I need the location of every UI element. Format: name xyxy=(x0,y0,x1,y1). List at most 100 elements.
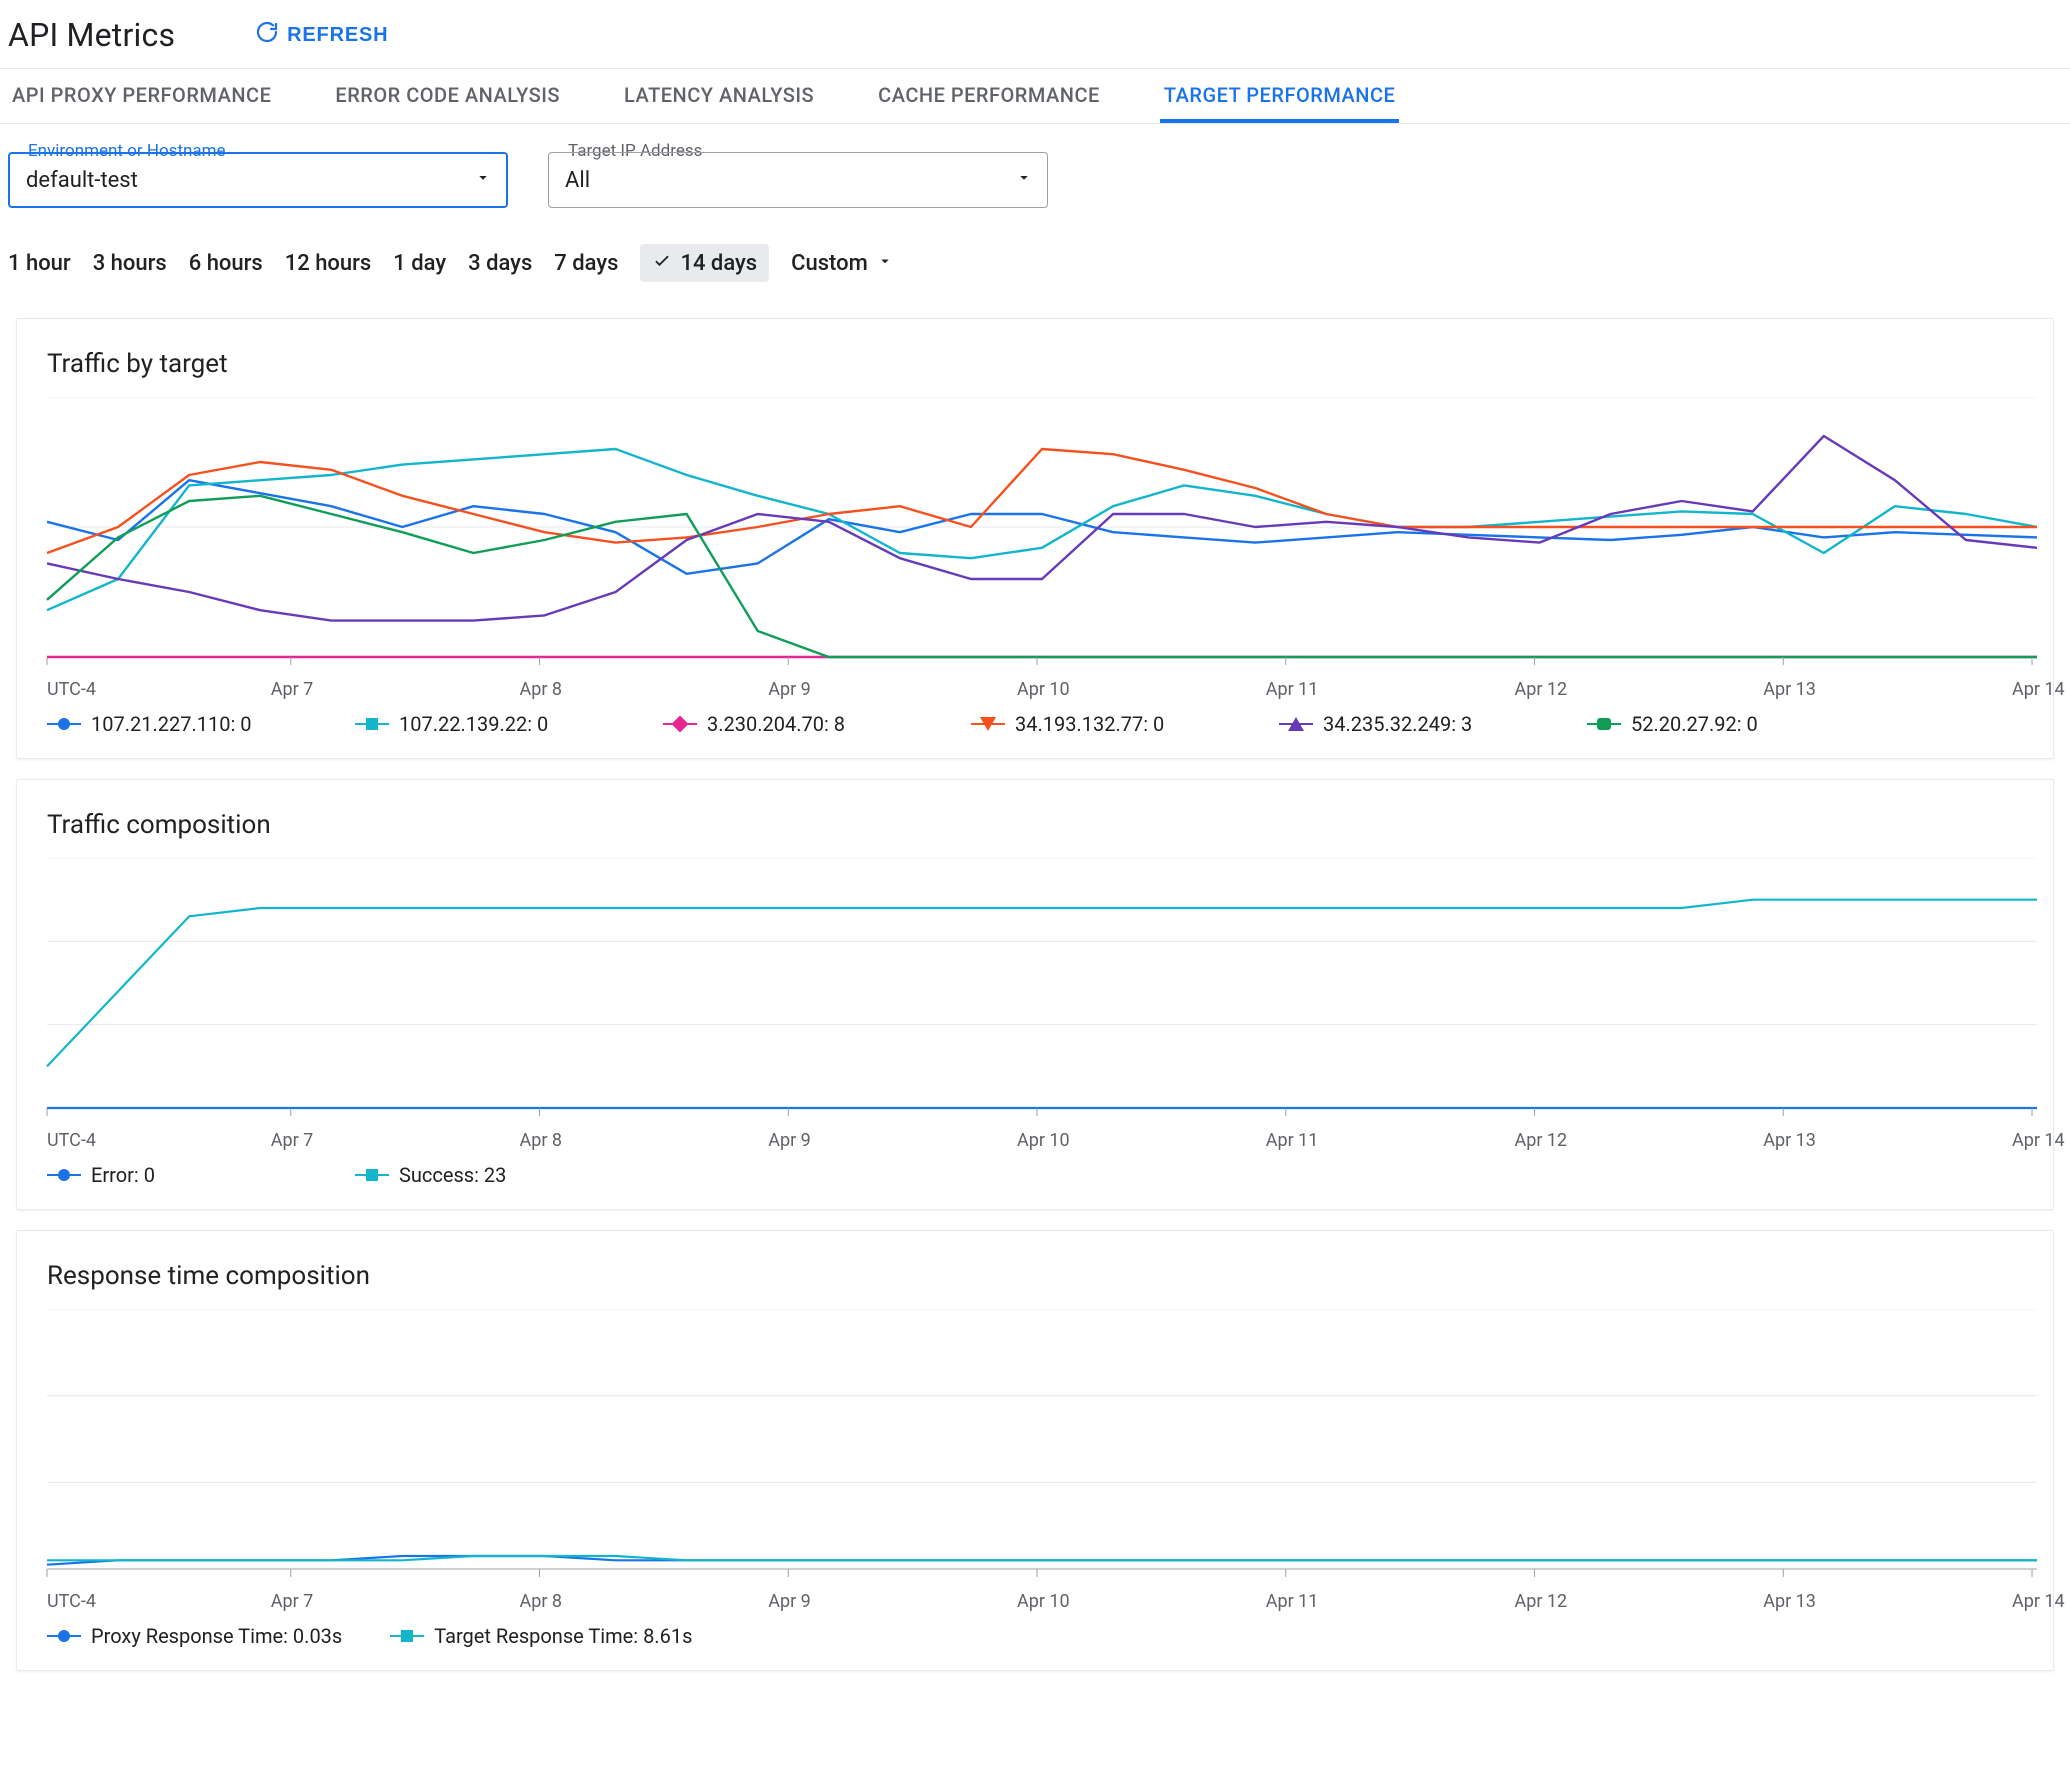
x-tick-label: Apr 10 xyxy=(1017,1591,1266,1612)
chevron-down-icon xyxy=(474,168,492,193)
legend-label: 34.235.32.249: 3 xyxy=(1323,712,1472,736)
time-range-7-days[interactable]: 7 days xyxy=(554,251,618,276)
timezone-label: UTC-4 xyxy=(47,679,271,700)
x-tick-label: Apr 12 xyxy=(1515,679,1764,700)
chart-card-traffic-by-target: Traffic by targetUTC-4Apr 7Apr 8Apr 9Apr… xyxy=(16,318,2054,759)
x-tick-label: Apr 11 xyxy=(1266,1130,1515,1151)
legend-label: 34.193.132.77: 0 xyxy=(1015,712,1164,736)
legend-item[interactable]: 52.20.27.92: 0 xyxy=(1587,712,1847,736)
legend-item[interactable]: 3.230.204.70: 8 xyxy=(663,712,923,736)
x-tick-label: Apr 10 xyxy=(1017,679,1266,700)
legend-item[interactable]: Proxy Response Time: 0.03s xyxy=(47,1624,342,1648)
legend-swatch xyxy=(355,1174,389,1176)
series-line xyxy=(47,449,2037,553)
legend-item[interactable]: 107.22.139.22: 0 xyxy=(355,712,615,736)
x-tick-label: Apr 12 xyxy=(1515,1130,1764,1151)
series-line xyxy=(47,1556,2037,1560)
timezone-label: UTC-4 xyxy=(47,1130,271,1151)
legend-item[interactable]: 34.193.132.77: 0 xyxy=(971,712,1231,736)
x-tick-label: Apr 11 xyxy=(1266,679,1515,700)
legend-swatch xyxy=(47,723,81,725)
x-tick-label: Apr 7 xyxy=(271,1130,520,1151)
time-range-1-day[interactable]: 1 day xyxy=(393,251,446,276)
tab-error-code-analysis[interactable]: ERROR CODE ANALYSIS xyxy=(331,69,564,123)
legend-label: Success: 23 xyxy=(399,1163,506,1187)
x-tick-label: Apr 7 xyxy=(271,1591,520,1612)
x-axis-labels: UTC-4Apr 7Apr 8Apr 9Apr 10Apr 11Apr 12Ap… xyxy=(17,1130,2053,1151)
time-range-6-hours[interactable]: 6 hours xyxy=(189,251,263,276)
x-tick-label: Apr 9 xyxy=(768,1130,1017,1151)
x-tick-label: Apr 14 xyxy=(2012,1591,2070,1612)
target-ip-select[interactable]: Target IP Address All xyxy=(548,152,1048,208)
chevron-down-icon xyxy=(1015,168,1033,193)
legend-item[interactable]: 34.235.32.249: 3 xyxy=(1279,712,1539,736)
timezone-label: UTC-4 xyxy=(47,1591,271,1612)
legend-label: 107.21.227.110: 0 xyxy=(91,712,252,736)
series-line xyxy=(47,900,2037,1067)
time-range-label: 1 day xyxy=(393,251,446,276)
time-range-label: 7 days xyxy=(554,251,618,276)
check-icon xyxy=(652,250,672,276)
x-tick-label: Apr 8 xyxy=(520,1130,769,1151)
legend-swatch xyxy=(663,723,697,725)
x-tick-label: Apr 14 xyxy=(2012,1130,2070,1151)
x-tick-label: Apr 13 xyxy=(1763,1591,2012,1612)
chart-plot xyxy=(17,858,2037,1126)
chart-legend: Error: 0 Success: 23 xyxy=(17,1151,2053,1187)
time-range-14-days[interactable]: 14 days xyxy=(640,244,769,282)
time-range-label: 6 hours xyxy=(189,251,263,276)
x-tick-label: Apr 8 xyxy=(520,679,769,700)
time-range-12-hours[interactable]: 12 hours xyxy=(285,251,372,276)
chart-plot xyxy=(17,1309,2037,1587)
time-range-selector: 1 hour 3 hours 6 hours 12 hours 1 day 3 days 7… xyxy=(0,216,2070,298)
custom-label: Custom xyxy=(791,251,868,276)
chart-card-traffic-composition: Traffic compositionUTC-4Apr 7Apr 8Apr 9A… xyxy=(16,779,2054,1210)
chart-title: Response time composition xyxy=(17,1261,2053,1309)
time-range-3-days[interactable]: 3 days xyxy=(468,251,532,276)
legend-item[interactable]: Error: 0 xyxy=(47,1163,307,1187)
tab-api-proxy-performance[interactable]: API PROXY PERFORMANCE xyxy=(8,69,275,123)
legend-label: 3.230.204.70: 8 xyxy=(707,712,845,736)
x-tick-label: Apr 13 xyxy=(1763,1130,2012,1151)
refresh-icon xyxy=(255,20,279,50)
x-tick-label: Apr 8 xyxy=(520,1591,769,1612)
x-tick-label: Apr 7 xyxy=(271,679,520,700)
tab-cache-performance[interactable]: CACHE PERFORMANCE xyxy=(874,69,1104,123)
x-tick-label: Apr 11 xyxy=(1266,1591,1515,1612)
legend-swatch xyxy=(355,723,389,725)
refresh-button[interactable]: REFRESH xyxy=(255,20,388,50)
environment-select-value: default-test xyxy=(26,168,138,193)
chart-legend: 107.21.227.110: 0 107.22.139.22: 0 3.230.2… xyxy=(17,700,2053,736)
tab-target-performance[interactable]: TARGET PERFORMANCE xyxy=(1160,69,1399,123)
time-range-label: 14 days xyxy=(680,251,757,276)
refresh-label: REFRESH xyxy=(287,24,388,47)
chart-card-response-time: Response time composition UTC-4Apr 7Apr 8… xyxy=(16,1230,2054,1671)
chart-title: Traffic composition xyxy=(17,810,2053,858)
time-range-custom[interactable]: Custom xyxy=(791,251,894,276)
legend-swatch xyxy=(47,1174,81,1176)
legend-swatch xyxy=(47,1635,81,1637)
x-tick-label: Apr 13 xyxy=(1763,679,2012,700)
tabs-bar: API PROXY PERFORMANCE ERROR CODE ANALYSIS… xyxy=(0,68,2070,124)
time-range-label: 1 hour xyxy=(8,251,71,276)
target-ip-select-value: All xyxy=(565,168,590,193)
chevron-down-icon xyxy=(876,251,894,276)
legend-item[interactable]: Target Response Time: 8.61s xyxy=(390,1624,692,1648)
tab-latency-analysis[interactable]: LATENCY ANALYSIS xyxy=(620,69,818,123)
legend-label: 107.22.139.22: 0 xyxy=(399,712,548,736)
chart-legend: Proxy Response Time: 0.03s Target Respons… xyxy=(17,1612,2053,1648)
time-range-3-hours[interactable]: 3 hours xyxy=(93,251,167,276)
legend-label: 52.20.27.92: 0 xyxy=(1631,712,1758,736)
x-tick-label: Apr 9 xyxy=(768,1591,1017,1612)
legend-item[interactable]: 107.21.227.110: 0 xyxy=(47,712,307,736)
environment-select[interactable]: Environment or Hostname default-test xyxy=(8,152,508,208)
legend-swatch xyxy=(1587,723,1621,725)
x-axis-labels: UTC-4Apr 7Apr 8Apr 9Apr 10Apr 11Apr 12Ap… xyxy=(17,679,2053,700)
time-range-label: 3 hours xyxy=(93,251,167,276)
legend-label: Error: 0 xyxy=(91,1163,155,1187)
time-range-label: 3 days xyxy=(468,251,532,276)
x-tick-label: Apr 14 xyxy=(2012,679,2070,700)
time-range-1-hour[interactable]: 1 hour xyxy=(8,251,71,276)
legend-item[interactable]: Success: 23 xyxy=(355,1163,615,1187)
x-axis-labels: UTC-4Apr 7Apr 8Apr 9Apr 10Apr 11Apr 12Ap… xyxy=(17,1591,2053,1612)
